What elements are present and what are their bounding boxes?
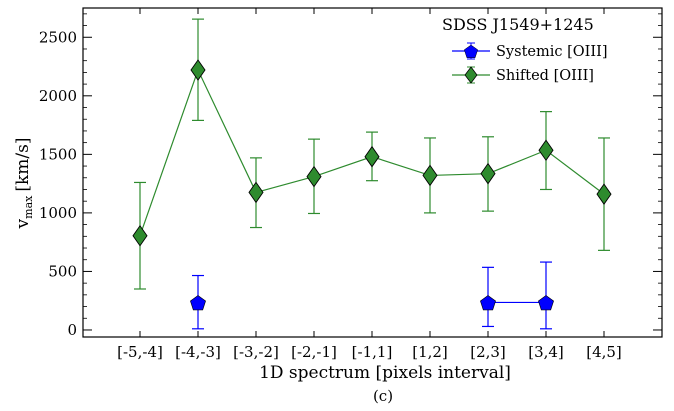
y-axis-label: vmax [km/s] [13,138,35,230]
x-tick-label: [3,4] [528,343,564,361]
series-layer [132,18,612,330]
y-axis-label-unit: [km/s] [13,138,33,192]
y-tick-label: 500 [48,262,77,280]
data-point-diamond [422,164,438,187]
legend-label: Systemic [OIII] [496,44,607,60]
x-tick-label: [-3,-2] [233,343,279,361]
y-tick-label: 2500 [39,28,77,46]
x-tick-label: [-5,-4] [117,343,163,361]
data-point-diamond [538,139,554,162]
data-point-pentagon [190,295,206,311]
y-tick-label: 1000 [39,204,77,222]
x-tick-label: [2,3] [470,343,506,361]
data-point-diamond [248,181,264,204]
y-axis-label-main: v [13,218,33,229]
x-tick-label: [-2,-1] [291,343,337,361]
legend-marker-pentagon [464,44,478,58]
y-tick-label: 1500 [39,145,77,163]
y-axis-label-sub: max [22,195,35,219]
y-tick-label: 2000 [39,87,77,105]
figure-caption: (c) [373,387,393,405]
x-tick-label: [1,2] [412,343,448,361]
axis-ticks: 0 500 1000 1500 2000 2500 [-5,-4] [-4,-3] [-3,-2… [39,8,662,361]
x-axis-label: 1D spectrum [pixels interval] [259,363,511,383]
x-tick-label: [4,5] [586,343,622,361]
data-point-diamond [596,183,612,205]
data-point-diamond [364,145,380,168]
y-tick-label: 0 [67,321,77,339]
legend: SDSS J1549+1245 Systemic [OIII] Shifted [… [442,15,607,84]
data-point-diamond [190,59,206,81]
legend-label: Shifted [OIII] [496,68,594,84]
x-tick-label: [-4,-3] [175,343,221,361]
data-point-pentagon [538,295,554,311]
x-tick-label: [-1,1] [352,343,393,361]
series-pentagon [190,261,554,330]
data-point-diamond [132,224,148,247]
legend-marker-diamond [464,66,478,84]
svg-text:vmax[km/s]: vmax [km/s] [13,138,35,230]
data-point-diamond [306,165,322,188]
data-point-pentagon [480,295,496,311]
series-diamond [132,18,612,290]
data-point-diamond [480,162,496,185]
legend-title: SDSS J1549+1245 [442,15,594,34]
